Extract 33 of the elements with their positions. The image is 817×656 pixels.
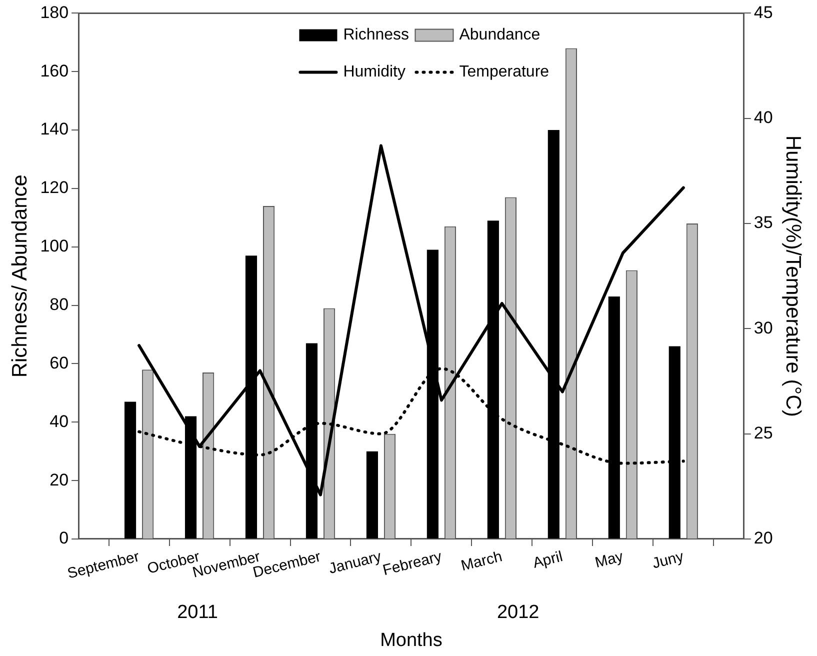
bar (366, 451, 378, 538)
x-tick-label: September (66, 548, 142, 582)
legend-label: Richness (343, 26, 410, 44)
y2-tick-label: 40 (754, 108, 773, 128)
x-tick-label: March (459, 548, 504, 575)
text: 2011 (177, 602, 218, 624)
y2-tick-label: 45 (754, 2, 773, 22)
x-tick-label: April (531, 548, 564, 572)
y2-tick-label: 20 (754, 528, 773, 548)
x-axis-title: Months (380, 630, 442, 651)
x-tick-label: Juny (650, 548, 686, 572)
y-tick-label: 80 (50, 294, 69, 314)
legend-label: Humidity (343, 64, 406, 81)
y-tick-label: 100 (40, 236, 69, 256)
y-tick-label: 120 (40, 178, 69, 198)
y-tick-label: 140 (40, 120, 69, 139)
y2-tick-label: 35 (754, 213, 773, 232)
legend-label: Abundance (459, 26, 540, 44)
y2-tick-label: 25 (754, 424, 773, 443)
y2-tick-label: 30 (754, 318, 773, 338)
y-tick-label: 160 (40, 61, 69, 80)
y-tick-label: 180 (40, 2, 69, 22)
y-tick-label: 60 (50, 353, 69, 372)
x-tick-label: Febreary (381, 548, 444, 580)
x-tick-label: May (593, 548, 626, 572)
y-tick-label: 0 (59, 528, 69, 548)
x-tick-label: January (327, 548, 384, 578)
y2-axis-title: Humidity(%)/Temperature (°C) (782, 135, 805, 417)
text: 2012 (496, 602, 540, 624)
y-axis-title: Richness/ Abundance (8, 174, 32, 378)
legend-label: Temperature (459, 64, 550, 81)
y-tick-label: 20 (50, 470, 69, 490)
y-tick-label: 40 (50, 412, 69, 431)
